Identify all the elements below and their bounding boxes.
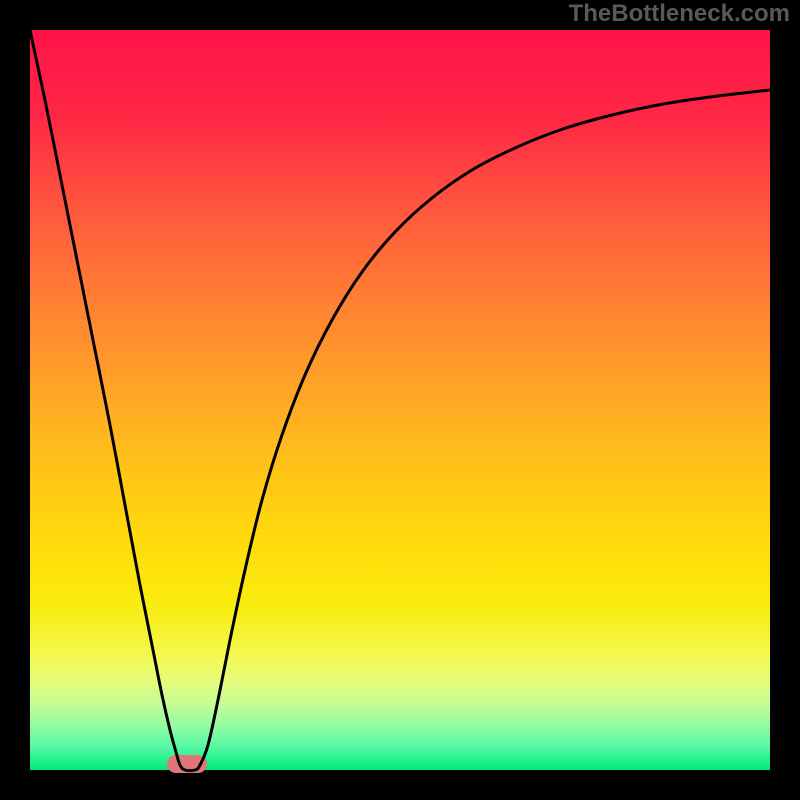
watermark-text: TheBottleneck.com (569, 0, 790, 28)
chart-container: TheBottleneck.com (0, 0, 800, 800)
bottleneck-chart (0, 0, 800, 800)
plot-area (30, 30, 770, 770)
